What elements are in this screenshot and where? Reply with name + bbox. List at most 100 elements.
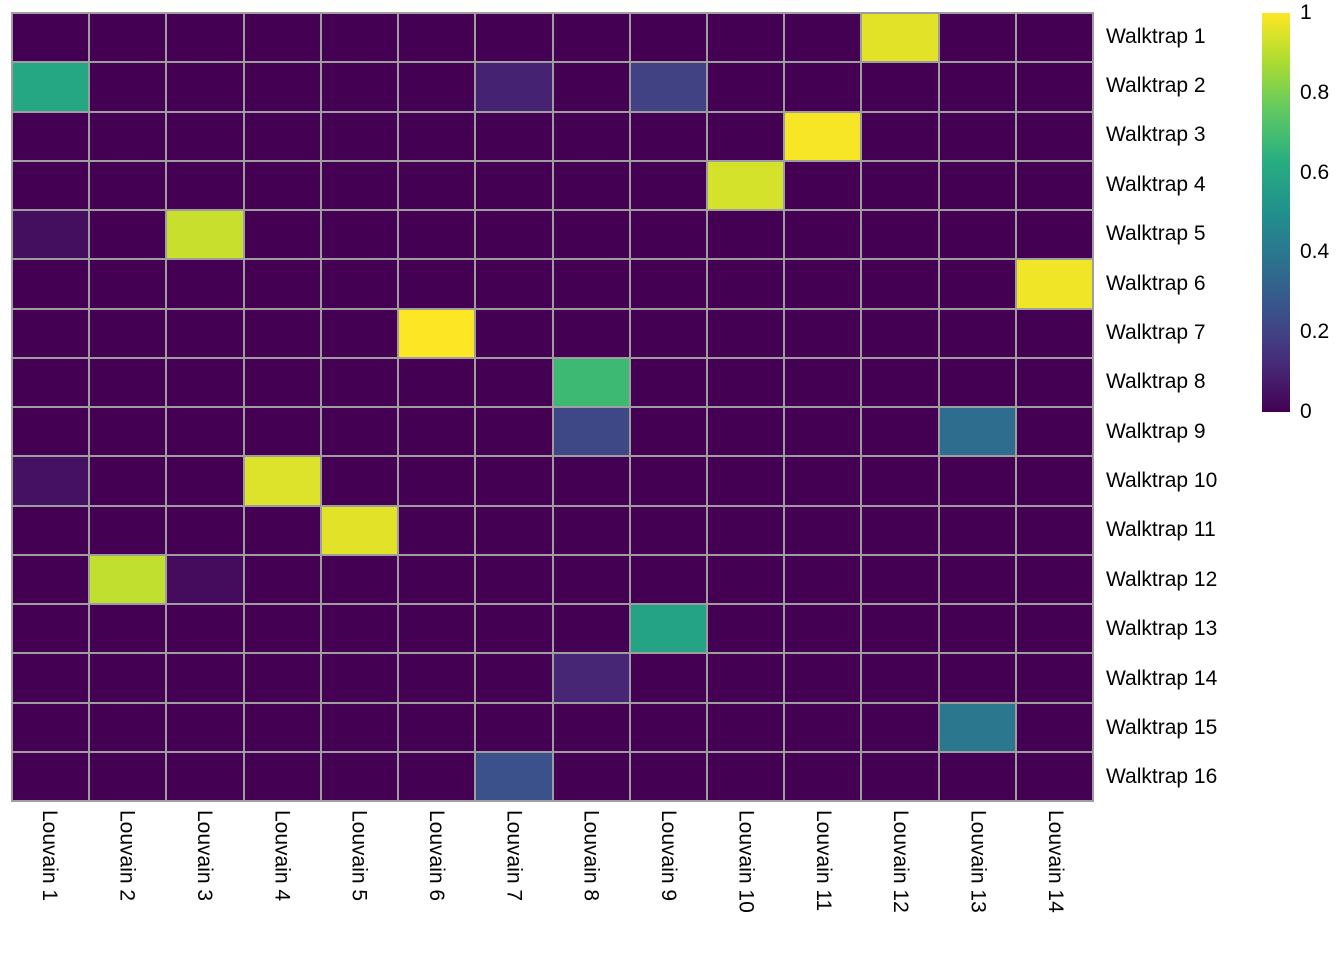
heatmap-grid: [11, 12, 1094, 802]
heatmap-cell: [553, 161, 629, 209]
heatmap-cell: [90, 260, 166, 308]
col-label-slot: Louvain 7: [475, 810, 552, 955]
heatmap-cell: [862, 752, 938, 800]
heatmap-cell: [707, 63, 784, 111]
heatmap-cell: [707, 555, 784, 603]
heatmap-cell: [939, 703, 1015, 751]
row-label: Walktrap 4: [1106, 172, 1206, 196]
heatmap-cell: [785, 309, 861, 357]
heatmap-cell: [399, 161, 475, 209]
heatmap-cell: [476, 260, 552, 308]
heatmap-cell: [244, 309, 320, 357]
heatmap-cell: [1016, 309, 1092, 357]
heatmap-cell: [939, 654, 1015, 702]
heatmap-cell: [476, 408, 552, 456]
heatmap-cell: [244, 211, 320, 259]
heatmap-cell: [785, 63, 861, 111]
col-label: Louvain 8: [579, 810, 603, 902]
heatmap-cell: [90, 309, 166, 357]
heatmap-cell: [244, 703, 320, 751]
col-label-slot: Louvain 14: [1017, 810, 1094, 955]
heatmap-cell: [167, 605, 243, 653]
heatmap-cell: [785, 358, 861, 406]
heatmap-cell: [90, 161, 166, 209]
heatmap-cell: [13, 211, 89, 259]
heatmap-cell: [244, 605, 320, 653]
col-label: Louvain 2: [115, 810, 139, 902]
heatmap-cell: [399, 506, 475, 554]
row-label: Walktrap 15: [1106, 715, 1218, 739]
heatmap-cell: [630, 63, 706, 111]
heatmap-cell: [244, 506, 320, 554]
heatmap-cell: [13, 506, 89, 554]
heatmap-cell: [553, 605, 629, 653]
heatmap-cell: [167, 752, 243, 800]
heatmap-cell: [553, 506, 629, 554]
heatmap-cell: [399, 408, 475, 456]
col-label-slot: Louvain 6: [398, 810, 475, 955]
col-label-slot: Louvain 4: [243, 810, 320, 955]
heatmap-cell: [785, 14, 861, 62]
heatmap-cell: [553, 309, 629, 357]
heatmap-cell: [399, 260, 475, 308]
heatmap-cell: [476, 752, 552, 800]
heatmap-cell: [862, 555, 938, 603]
heatmap-cell: [862, 654, 938, 702]
heatmap-cell: [90, 112, 166, 160]
heatmap-cell: [939, 605, 1015, 653]
heatmap-cell: [244, 161, 320, 209]
heatmap-cell: [939, 260, 1015, 308]
heatmap-cell: [1016, 752, 1092, 800]
heatmap-cell: [630, 309, 706, 357]
heatmap-cell: [785, 703, 861, 751]
heatmap-cell: [1016, 457, 1092, 505]
heatmap-cell: [321, 703, 398, 751]
heatmap-cell: [244, 654, 320, 702]
heatmap-cell: [476, 555, 552, 603]
heatmap-cell: [862, 457, 938, 505]
heatmap-cell: [13, 408, 89, 456]
col-label: Louvain 6: [424, 810, 448, 902]
col-label: Louvain 5: [347, 810, 371, 902]
col-label: Louvain 10: [734, 810, 758, 913]
heatmap-cell: [862, 260, 938, 308]
heatmap-cell: [553, 14, 629, 62]
heatmap-cell: [862, 63, 938, 111]
heatmap-cell: [90, 752, 166, 800]
col-label-slot: Louvain 9: [630, 810, 707, 955]
heatmap-cell: [1016, 63, 1092, 111]
heatmap-cell: [630, 112, 706, 160]
heatmap-cell: [167, 260, 243, 308]
heatmap-cell: [785, 408, 861, 456]
heatmap-cell: [476, 457, 552, 505]
row-label: Walktrap 3: [1106, 123, 1206, 147]
heatmap-cell: [321, 211, 398, 259]
heatmap-cell: [399, 703, 475, 751]
heatmap-cell: [13, 161, 89, 209]
heatmap-cell: [244, 752, 320, 800]
heatmap-cell: [399, 309, 475, 357]
col-label-slot: Louvain 12: [862, 810, 939, 955]
heatmap-cell: [321, 408, 398, 456]
heatmap-cell: [321, 457, 398, 505]
heatmap-cell: [321, 309, 398, 357]
col-label-slot: Louvain 3: [166, 810, 243, 955]
heatmap-cell: [785, 605, 861, 653]
row-label: Walktrap 8: [1106, 370, 1206, 394]
heatmap-cell: [90, 63, 166, 111]
col-label-slot: Louvain 1: [11, 810, 88, 955]
heatmap-cell: [13, 63, 89, 111]
heatmap-cell: [167, 14, 243, 62]
heatmap-cell: [553, 752, 629, 800]
heatmap-cell: [321, 14, 398, 62]
heatmap-cell: [1016, 654, 1092, 702]
colorbar-tick-label: 0.6: [1300, 160, 1330, 184]
heatmap-cell: [862, 408, 938, 456]
heatmap-cell: [1016, 112, 1092, 160]
heatmap-cell: [90, 408, 166, 456]
heatmap-cell: [630, 703, 706, 751]
heatmap-cell: [785, 211, 861, 259]
heatmap-cell: [476, 358, 552, 406]
heatmap-cell: [785, 555, 861, 603]
heatmap-cell: [244, 555, 320, 603]
